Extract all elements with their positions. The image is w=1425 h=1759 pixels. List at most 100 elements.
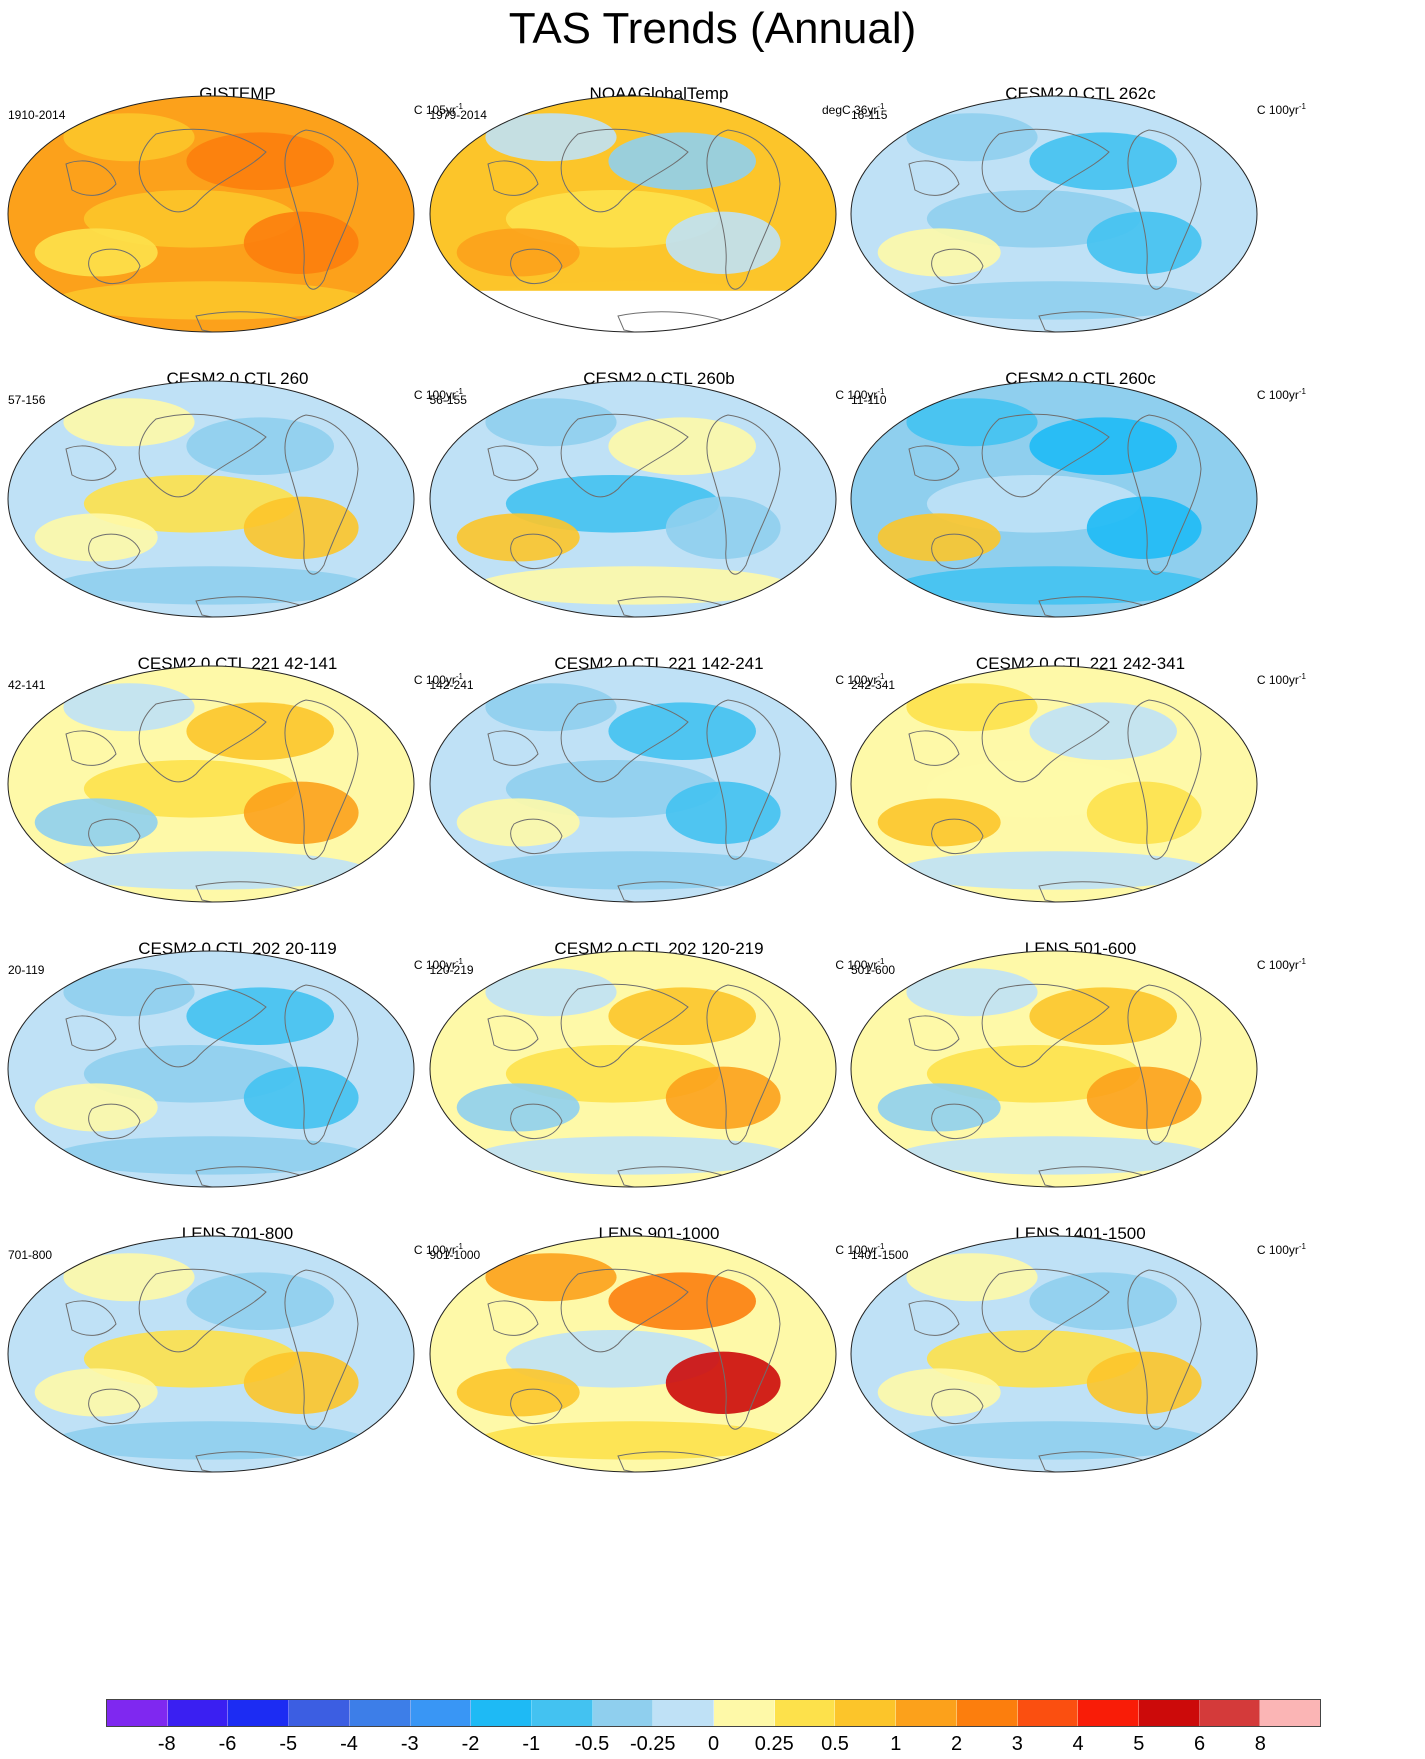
colorbar-label: 0.25 bbox=[754, 1733, 794, 1755]
trend-contour bbox=[926, 190, 1141, 248]
trend-contour bbox=[63, 968, 195, 1017]
coastline bbox=[931, 248, 984, 284]
colorbar bbox=[106, 1699, 1321, 1727]
trend-contour bbox=[898, 851, 1210, 890]
map-outline bbox=[7, 665, 415, 903]
panel-units: degC 36yr-1 bbox=[822, 102, 885, 117]
coastline bbox=[981, 983, 1110, 1068]
colorbar-label: 6 bbox=[1193, 1733, 1206, 1755]
trend-contour bbox=[63, 683, 195, 732]
trend-contour bbox=[83, 190, 298, 248]
trend-contour bbox=[55, 851, 367, 890]
colorbar-label: -2 bbox=[461, 1733, 480, 1755]
colorbar-box bbox=[1260, 1700, 1321, 1726]
panel-units-base: C 100yr bbox=[835, 958, 878, 972]
trend-contour bbox=[1086, 1066, 1202, 1129]
world-map bbox=[7, 950, 415, 1188]
panel-units-exponent: -1 bbox=[1298, 387, 1306, 396]
map-outline bbox=[429, 380, 836, 618]
trend-contour bbox=[484, 113, 617, 162]
panel-period: 501-600 bbox=[851, 963, 896, 977]
colorbar-label: -4 bbox=[340, 1733, 358, 1755]
panel-period: 57-156 bbox=[8, 393, 46, 407]
trend-contour bbox=[1029, 1272, 1177, 1330]
panel-units-exponent: -1 bbox=[877, 387, 885, 396]
trend-contour bbox=[484, 398, 617, 447]
colorbar-label: 8 bbox=[1254, 1733, 1266, 1755]
trend-contour bbox=[906, 968, 1038, 1017]
trend-contour bbox=[505, 1045, 719, 1103]
coastline bbox=[138, 128, 267, 213]
coastline bbox=[65, 1300, 117, 1336]
trend-contour bbox=[83, 475, 298, 533]
trend-contour bbox=[55, 1136, 367, 1175]
map-outline bbox=[850, 1235, 1258, 1473]
map-outline bbox=[850, 665, 1258, 903]
panel-period: 701-800 bbox=[8, 1248, 53, 1262]
trend-contour bbox=[898, 1136, 1210, 1175]
coastline bbox=[706, 699, 781, 860]
panel-units-base: C 100yr bbox=[413, 388, 456, 402]
colorbar-labels: -8 -6 -5 -4 -3 -2 -1 -0.5 -0.25 0 0.25 0.5 1 2 3 4 5 6 8 bbox=[106, 1733, 1321, 1759]
colorbar-box bbox=[956, 1700, 1018, 1726]
trend-contour bbox=[665, 1351, 781, 1414]
coastline bbox=[65, 445, 117, 481]
panel-period: 1401-1500 bbox=[851, 1248, 909, 1262]
trend-contour bbox=[476, 851, 789, 890]
coastline bbox=[88, 818, 141, 854]
world-map bbox=[7, 95, 415, 333]
map-panel: CESM2.0 CTL 221 42-141 42-141 C 100yr-1 bbox=[0, 654, 475, 974]
colorbar-box bbox=[1138, 1700, 1200, 1726]
panel-units-base: C 100yr bbox=[1256, 103, 1299, 117]
panel-period: 11-110 bbox=[851, 393, 887, 407]
panel-units: C 100yr-1 bbox=[1257, 957, 1306, 972]
trend-contour bbox=[505, 1330, 719, 1388]
trend-contour bbox=[665, 496, 781, 559]
map-panel: LENS 901-1000 901-1000 C 100yr-1 bbox=[422, 1224, 897, 1544]
panel-period: 1910-2014 bbox=[8, 108, 66, 122]
panel-units-base: C 105yr bbox=[413, 103, 456, 117]
map-panel: CESM2.0 CTL 260b 56-155 C 100yr-1 bbox=[422, 369, 897, 689]
trend-contour bbox=[665, 1066, 781, 1129]
colorbar-label: -0.5 bbox=[574, 1733, 610, 1755]
colorbar-label: -1 bbox=[522, 1733, 541, 1755]
panel-period: 42-141 bbox=[8, 678, 46, 692]
map-outline bbox=[429, 950, 836, 1188]
page-title: TAS Trends (Annual) bbox=[508, 4, 917, 53]
map-outline bbox=[850, 95, 1258, 333]
coastline bbox=[138, 983, 267, 1068]
map-panel: CESM2.0 CTL 202 20-119 20-119 C 100yr-1 bbox=[0, 939, 475, 1259]
coastline bbox=[486, 445, 539, 481]
world-map bbox=[7, 380, 415, 618]
world-map bbox=[429, 95, 836, 333]
colorbar-box bbox=[714, 1700, 775, 1726]
trend-contour bbox=[186, 417, 334, 475]
trend-contour bbox=[83, 1330, 298, 1388]
coastline bbox=[65, 1015, 117, 1051]
colorbar-label: -5 bbox=[279, 1733, 298, 1755]
coastline bbox=[706, 1269, 781, 1430]
map-panel: CESM2.0 CTL 221 142-241 142-241 C 100yr-1 bbox=[422, 654, 897, 974]
world-map bbox=[850, 950, 1258, 1188]
colorbar-box bbox=[896, 1700, 957, 1726]
coastline bbox=[1127, 414, 1202, 575]
trend-contour bbox=[476, 1421, 789, 1460]
panel-units-exponent: -1 bbox=[1298, 672, 1306, 681]
colorbar-box bbox=[1199, 1700, 1261, 1726]
coastline bbox=[1127, 1269, 1202, 1430]
colorbar-label: -8 bbox=[157, 1733, 176, 1755]
trend-contour bbox=[906, 113, 1038, 162]
colorbar-box bbox=[592, 1700, 654, 1726]
trend-contour bbox=[505, 190, 719, 248]
map-outline bbox=[429, 665, 836, 903]
trend-contour bbox=[607, 702, 756, 760]
map-panel: CESM2.0 CTL 202 120-219 120-219 C 100yr-1 bbox=[422, 939, 897, 1259]
trend-contour bbox=[607, 1272, 756, 1330]
colorbar-box bbox=[1078, 1700, 1139, 1726]
coastline bbox=[486, 1300, 539, 1336]
map-outline bbox=[7, 950, 415, 1188]
trend-contour bbox=[1029, 987, 1177, 1045]
panel-units-exponent: -1 bbox=[877, 1242, 885, 1251]
coastline bbox=[560, 698, 689, 783]
panel-units: C 105yr-1 bbox=[414, 102, 463, 117]
